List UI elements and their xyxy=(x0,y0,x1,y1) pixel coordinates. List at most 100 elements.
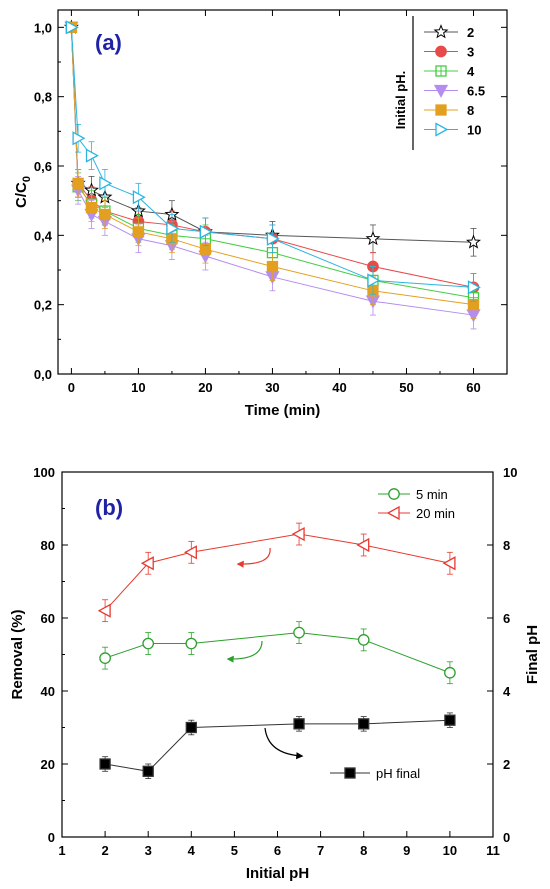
data-point-b-0 xyxy=(142,637,155,650)
legend-label-a-3: 3 xyxy=(467,45,474,60)
y-right-tick-label-b: 0 xyxy=(503,830,510,845)
y-tick-label-a: 1,0 xyxy=(34,20,52,35)
x-tick-label-a: 60 xyxy=(466,380,480,395)
y-tick-label-b: 100 xyxy=(33,465,55,480)
x-tick-label-b: 2 xyxy=(101,843,108,858)
x-tick-label-a: 30 xyxy=(265,380,279,395)
legend-marker-b-0 xyxy=(388,488,400,500)
data-point-a-8 xyxy=(266,260,279,273)
x-axis-label-a: Time (min) xyxy=(245,402,321,419)
legend-marker-a-3 xyxy=(435,45,447,58)
legend-marker-a-4 xyxy=(435,65,447,77)
data-point-b-1 xyxy=(291,526,305,542)
x-tick-label-b: 7 xyxy=(317,843,324,858)
legend-label-a-6.5: 6.5 xyxy=(467,84,485,99)
y-tick-label-b: 60 xyxy=(41,611,55,626)
y-tick-label-a: 0,8 xyxy=(34,90,52,105)
legend-label-b-1: 20 min xyxy=(416,506,455,521)
legend-title-a: Initial pH. xyxy=(393,71,408,130)
x-tick-label-b: 6 xyxy=(274,843,281,858)
legend-marker-a-10 xyxy=(435,122,449,137)
x-tick-label-b: 1 xyxy=(58,843,65,858)
series-line-a-8 xyxy=(70,27,474,306)
x-tick-label-b: 11 xyxy=(486,843,500,858)
y-right-tick-label-b: 8 xyxy=(503,538,510,553)
x-tick-label-b: 8 xyxy=(360,843,367,858)
data-point-a-8 xyxy=(85,201,98,214)
legend-label-a-8: 8 xyxy=(467,103,474,118)
y-tick-label-b: 80 xyxy=(41,538,55,553)
legend-marker-b-2 xyxy=(344,767,356,779)
x-tick-label-b: 3 xyxy=(145,843,152,858)
x-tick-label-a: 20 xyxy=(198,380,212,395)
plot-frame-a xyxy=(57,9,508,375)
data-point-b-0 xyxy=(293,626,305,639)
plot-frame-b xyxy=(61,471,494,838)
y-right-tick-label-b: 10 xyxy=(503,465,517,480)
y-axis-label-left-b: Removal (%) xyxy=(9,609,26,699)
data-point-a-8 xyxy=(132,226,145,238)
data-point-a-10 xyxy=(199,224,213,239)
data-point-b-2 xyxy=(444,714,456,726)
data-point-a-2 xyxy=(365,230,381,246)
data-point-b-2 xyxy=(293,718,305,730)
x-tick-label-b: 10 xyxy=(443,843,457,858)
y-tick-label-a: 0,2 xyxy=(34,298,52,313)
x-axis-label-b: Initial pH xyxy=(246,865,309,882)
series-line-a-3 xyxy=(70,27,474,288)
legend-marker-a-8 xyxy=(435,104,447,116)
data-point-b-0 xyxy=(99,652,111,665)
data-point-a-10 xyxy=(85,148,99,163)
y-tick-label-b: 0 xyxy=(48,830,55,845)
legend-label-b-2: pH final xyxy=(376,766,420,781)
data-point-b-1 xyxy=(183,545,197,560)
data-point-b-1 xyxy=(97,603,111,618)
x-tick-label-a: 0 xyxy=(68,380,75,395)
data-point-b-1 xyxy=(140,556,154,571)
y-axis-label-sub: 0 xyxy=(21,176,33,182)
legend-label-a-2: 2 xyxy=(467,25,474,40)
data-point-b-2 xyxy=(99,758,111,770)
y-tick-label-a: 0,4 xyxy=(34,228,53,243)
curved-arrow-20min xyxy=(236,547,271,568)
data-point-a-8 xyxy=(72,177,84,189)
data-point-a-8 xyxy=(99,208,111,221)
series-line-b-0 xyxy=(104,632,451,674)
data-point-b-2 xyxy=(142,765,154,777)
x-tick-label-a: 50 xyxy=(399,380,413,395)
data-point-b-2 xyxy=(185,721,197,734)
data-point-a-10 xyxy=(72,131,86,146)
x-tick-label-a: 10 xyxy=(131,380,145,395)
series-line-b-2 xyxy=(105,719,450,772)
y-tick-label-a: 0,6 xyxy=(34,159,52,174)
curved-arrow-phfinal xyxy=(264,727,304,760)
legend-label-a-4: 4 xyxy=(467,64,475,79)
legend-label-b-0: 5 min xyxy=(416,487,448,502)
y-tick-label-a: 0,0 xyxy=(34,367,52,382)
data-point-a-10 xyxy=(132,190,146,205)
curved-arrow-5min xyxy=(226,640,263,663)
y-right-tick-label-b: 2 xyxy=(503,757,510,772)
data-point-b-2 xyxy=(358,718,370,730)
data-point-a-2 xyxy=(465,234,481,249)
data-point-a-10 xyxy=(166,221,180,236)
data-point-b-0 xyxy=(185,637,198,650)
y-tick-label-b: 20 xyxy=(41,757,55,772)
panel-label-a: (a) xyxy=(95,30,122,55)
series-line-b-1 xyxy=(104,533,451,612)
data-point-b-1 xyxy=(356,537,370,553)
data-point-a-10 xyxy=(467,280,481,295)
y-right-tick-label-b: 6 xyxy=(503,611,510,626)
data-point-a-10 xyxy=(99,176,113,191)
x-tick-label-b: 9 xyxy=(403,843,410,858)
y-tick-label-b: 40 xyxy=(41,684,55,699)
data-point-b-0 xyxy=(444,666,456,679)
legend-marker-a-2 xyxy=(433,24,449,39)
series-line-a-6.5 xyxy=(70,27,474,316)
data-point-a-10 xyxy=(65,20,79,35)
panel-label-b: (b) xyxy=(95,495,123,520)
series-line-a-10 xyxy=(70,27,474,288)
legend-marker-b-1 xyxy=(386,505,400,521)
legend-marker-a-6.5 xyxy=(433,84,449,98)
